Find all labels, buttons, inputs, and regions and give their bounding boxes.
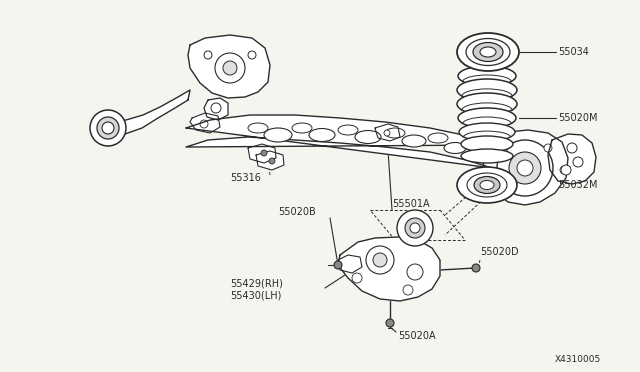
Polygon shape [375,124,400,141]
Circle shape [215,53,245,83]
Ellipse shape [458,66,516,86]
Polygon shape [190,113,220,133]
Text: 55429(RH): 55429(RH) [230,278,283,288]
Circle shape [567,143,577,153]
Ellipse shape [466,38,510,65]
Polygon shape [548,134,596,184]
Circle shape [544,144,552,152]
Ellipse shape [338,125,358,135]
Circle shape [90,110,126,146]
Circle shape [561,165,571,175]
Ellipse shape [461,136,513,152]
Ellipse shape [473,42,503,61]
Ellipse shape [467,173,507,197]
Ellipse shape [292,123,312,133]
Circle shape [397,210,433,246]
Ellipse shape [457,79,517,101]
Circle shape [269,158,275,164]
Circle shape [410,223,420,233]
Polygon shape [256,151,284,170]
Polygon shape [338,237,440,301]
Ellipse shape [457,33,519,71]
Text: 55020A: 55020A [398,331,436,341]
Circle shape [403,285,413,295]
Circle shape [573,157,583,167]
Circle shape [102,122,114,134]
Text: 55501A: 55501A [392,199,429,209]
Circle shape [509,152,541,184]
Ellipse shape [457,167,517,203]
Circle shape [97,117,119,139]
Ellipse shape [474,176,500,193]
Text: 55032M: 55032M [558,180,598,190]
Text: 55316: 55316 [230,173,261,183]
Polygon shape [483,130,568,205]
Polygon shape [104,90,190,135]
Text: 55020M: 55020M [558,113,598,123]
Polygon shape [338,255,362,273]
Polygon shape [248,144,276,163]
Circle shape [211,103,221,113]
Ellipse shape [480,180,494,189]
Polygon shape [188,35,270,98]
Circle shape [373,253,387,267]
Ellipse shape [444,142,466,154]
Ellipse shape [458,108,516,128]
Circle shape [200,120,208,128]
Polygon shape [186,115,492,168]
Ellipse shape [428,133,448,143]
Circle shape [261,150,267,156]
Ellipse shape [402,135,426,147]
Circle shape [386,319,394,327]
Ellipse shape [461,149,513,163]
Circle shape [497,140,553,196]
Polygon shape [204,98,228,120]
Circle shape [560,166,568,174]
Circle shape [248,51,256,59]
Circle shape [204,51,212,59]
Ellipse shape [264,128,292,142]
Ellipse shape [480,47,496,57]
Circle shape [472,264,480,272]
Ellipse shape [248,123,268,133]
Ellipse shape [309,128,335,141]
Circle shape [407,264,423,280]
Ellipse shape [355,131,381,144]
Text: X4310005: X4310005 [555,356,601,365]
Ellipse shape [457,93,517,115]
Circle shape [352,273,362,283]
Circle shape [500,144,508,152]
Circle shape [405,218,425,238]
Text: 55020D: 55020D [480,247,518,257]
Ellipse shape [459,123,515,141]
Circle shape [223,61,237,75]
Text: 55020B: 55020B [278,207,316,217]
Circle shape [366,246,394,274]
Circle shape [384,130,390,136]
Text: 55034: 55034 [558,47,589,57]
Circle shape [517,160,533,176]
Circle shape [334,261,342,269]
Ellipse shape [467,142,485,151]
Text: 55430(LH): 55430(LH) [230,290,282,300]
Ellipse shape [385,128,405,138]
